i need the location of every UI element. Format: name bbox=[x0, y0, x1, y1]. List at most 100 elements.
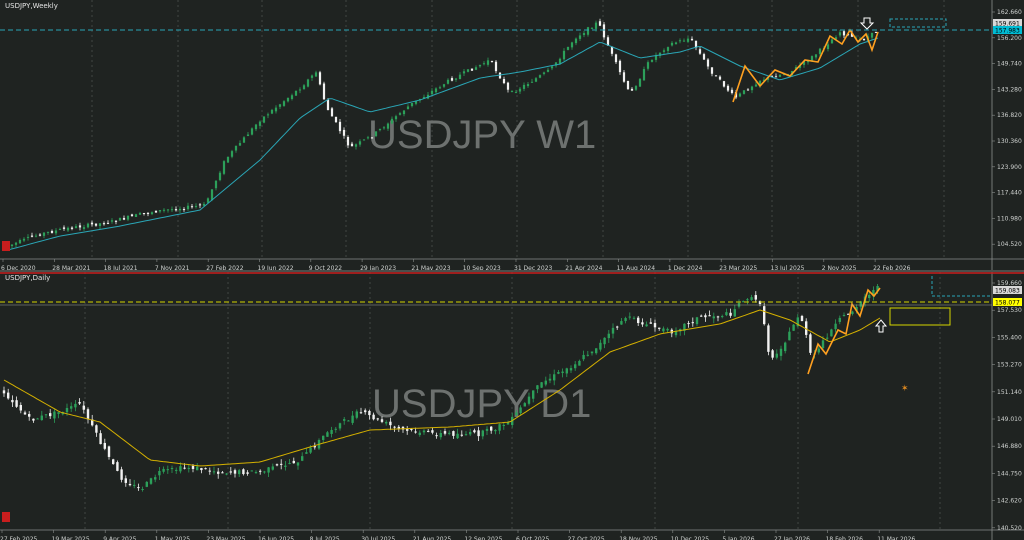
candle-body bbox=[690, 38, 694, 41]
candle-body bbox=[481, 430, 484, 437]
time-axis-tick: 6 Oct 2025 bbox=[516, 536, 549, 540]
candle-body bbox=[515, 412, 518, 416]
candle-body bbox=[390, 118, 394, 124]
candle-body bbox=[637, 317, 640, 324]
candle-body bbox=[14, 242, 18, 245]
time-axis-tick: 30 Jul 2025 bbox=[361, 536, 395, 540]
candle-body bbox=[15, 400, 18, 407]
time-axis-tick: 21 May 2023 bbox=[411, 265, 450, 270]
candle-body bbox=[519, 407, 522, 414]
candle-body bbox=[439, 433, 442, 438]
candle-body bbox=[414, 431, 417, 433]
sync-marker-icon[interactable] bbox=[2, 512, 10, 522]
candle-body bbox=[763, 306, 766, 325]
candle-body bbox=[296, 462, 300, 466]
candle-body bbox=[658, 327, 661, 329]
candle-body bbox=[124, 478, 127, 483]
candle-body bbox=[742, 90, 746, 94]
candle-body bbox=[23, 412, 27, 415]
time-axis-tick: 9 Apr 2025 bbox=[103, 536, 136, 540]
candle-body bbox=[435, 435, 438, 437]
zigzag-line bbox=[732, 28, 879, 103]
candle-body bbox=[682, 40, 686, 42]
weekly-chart-canvas[interactable]: USDJPY W1 162.660 156.200 149.740 143.280 136… bbox=[0, 0, 1024, 270]
time-axis-tick: 16 Jun 2025 bbox=[258, 536, 294, 540]
candle-body bbox=[372, 414, 375, 420]
daily-chart-canvas[interactable]: USDJPY D1 159.660 157.530 155.400 153.270 151… bbox=[0, 272, 1024, 540]
candle-body bbox=[314, 72, 318, 77]
candle-body bbox=[542, 72, 546, 74]
price-tag-background bbox=[993, 298, 1022, 306]
candle-body bbox=[530, 81, 534, 83]
target-zone-rectangle[interactable] bbox=[889, 18, 947, 28]
chart-background bbox=[0, 0, 1024, 270]
candle-body bbox=[490, 426, 493, 431]
target-zone-rectangle[interactable] bbox=[889, 307, 951, 326]
candle-body bbox=[438, 87, 442, 89]
candle-body bbox=[306, 79, 310, 87]
candle-body bbox=[351, 415, 354, 423]
candle-body bbox=[107, 446, 111, 457]
candle-body bbox=[570, 42, 574, 48]
candle-body bbox=[534, 78, 538, 82]
candle-body bbox=[246, 134, 250, 137]
candle-body bbox=[330, 429, 333, 434]
candle-body bbox=[103, 442, 106, 449]
candle-body bbox=[322, 435, 325, 440]
candle-body bbox=[210, 189, 214, 200]
candle-body bbox=[86, 223, 90, 228]
candle-body bbox=[594, 22, 598, 29]
candle-body bbox=[750, 86, 754, 91]
candle-body bbox=[354, 144, 358, 147]
candle-body bbox=[11, 399, 14, 403]
candle-body bbox=[851, 311, 854, 314]
candle-body bbox=[526, 84, 530, 87]
candle-body bbox=[229, 471, 232, 473]
candle-body bbox=[646, 62, 650, 69]
candle-body bbox=[586, 354, 589, 356]
candle-body bbox=[338, 121, 342, 132]
candle-body bbox=[282, 101, 286, 106]
candle-body bbox=[502, 424, 505, 426]
price-axis-tick: 149.010 bbox=[997, 416, 1022, 423]
panel-separator[interactable] bbox=[0, 270, 1024, 272]
daily-chart-panel[interactable]: USDJPY D1 159.660 157.530 155.400 153.270 151… bbox=[0, 272, 1024, 540]
candle-body bbox=[196, 466, 199, 471]
candle-body bbox=[65, 408, 69, 413]
time-axis-tick: 8 Jul 2025 bbox=[310, 536, 340, 540]
candle-body bbox=[506, 82, 510, 90]
time-axis-tick: 22 Feb 2026 bbox=[873, 265, 911, 270]
candle-body bbox=[450, 78, 454, 81]
weekly-chart-panel[interactable]: USDJPY W1 162.660 156.200 149.740 143.280 136… bbox=[0, 0, 1024, 270]
star-marker-icon[interactable]: ✶ bbox=[901, 384, 909, 394]
sync-marker-icon[interactable] bbox=[2, 241, 10, 251]
arrow-up-icon[interactable] bbox=[874, 319, 888, 333]
candle-body bbox=[650, 59, 654, 62]
candle-body bbox=[66, 227, 70, 231]
candle-body bbox=[708, 315, 711, 317]
candle-body bbox=[446, 79, 450, 84]
candle-body bbox=[706, 59, 710, 67]
candle-body bbox=[642, 69, 646, 81]
candle-body bbox=[110, 220, 114, 222]
candle-body bbox=[32, 418, 35, 421]
candle-body bbox=[470, 68, 474, 71]
candle-body bbox=[599, 342, 602, 350]
candle-body bbox=[427, 430, 430, 432]
candle-body bbox=[95, 425, 98, 433]
candle-body bbox=[700, 315, 703, 317]
candle-body bbox=[57, 412, 60, 414]
candle-body bbox=[527, 396, 531, 404]
candle-body bbox=[190, 206, 194, 208]
candle-body bbox=[469, 431, 472, 435]
candle-body bbox=[191, 465, 195, 470]
candle-body bbox=[288, 463, 291, 465]
candle-body bbox=[298, 89, 302, 91]
candle-body bbox=[118, 217, 122, 221]
candle-body bbox=[225, 473, 228, 475]
candle-body bbox=[10, 244, 14, 247]
candle-body bbox=[214, 180, 218, 189]
arrow-down-icon[interactable] bbox=[859, 17, 875, 30]
time-axis-tick: 21 Aug 2025 bbox=[413, 536, 452, 540]
price-axis-tick: 159.660 bbox=[997, 280, 1022, 287]
